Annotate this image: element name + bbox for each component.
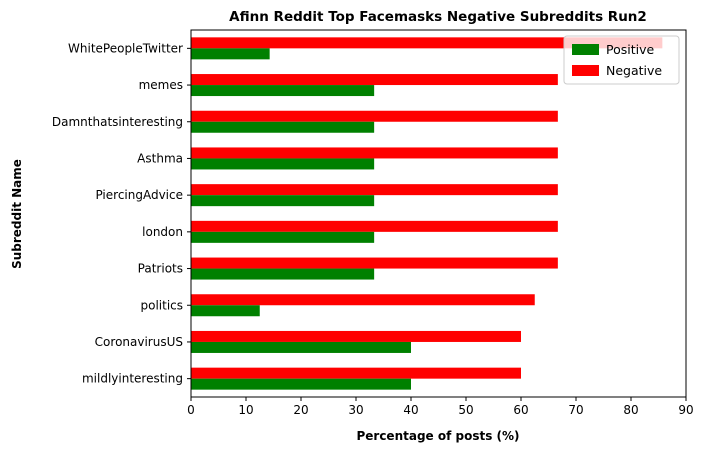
legend-label-negative: Negative (606, 63, 662, 78)
x-tick-label: 0 (187, 403, 195, 417)
bar-positive-Damnthatsinteresting (191, 121, 375, 133)
y-tick-label: politics (140, 298, 183, 312)
bar-negative-london (191, 220, 558, 232)
x-tick-label: 70 (568, 403, 583, 417)
y-tick-label: Patriots (138, 262, 183, 276)
bar-positive-CoronavirusUS (191, 341, 411, 353)
bar-positive-PiercingAdvice (191, 195, 375, 207)
x-axis-label: Percentage of posts (%) (356, 429, 519, 443)
y-tick-label: PiercingAdvice (95, 188, 183, 202)
x-tick-label: 10 (238, 403, 253, 417)
y-tick-label: WhitePeopleTwitter (68, 41, 183, 55)
y-tick-label: memes (139, 78, 183, 92)
bar-negative-Asthma (191, 147, 558, 159)
legend-swatch-positive (572, 44, 599, 55)
y-tick-label: mildlyinteresting (82, 372, 183, 386)
x-tick-label: 20 (293, 403, 308, 417)
bar-negative-memes (191, 74, 558, 86)
y-tick-label: Damnthatsinteresting (52, 115, 183, 129)
bar-negative-CoronavirusUS (191, 330, 521, 342)
bar-positive-politics (191, 305, 260, 317)
bar-negative-WhitePeopleTwitter (191, 37, 663, 49)
plot-area (190, 29, 687, 398)
plot-frame (190, 29, 687, 398)
bar-positive-mildlyinteresting (191, 378, 411, 390)
y-tick-label: london (142, 225, 183, 239)
bar-positive-Patriots (191, 268, 375, 280)
bar-positive-WhitePeopleTwitter (191, 48, 270, 60)
bar-negative-PiercingAdvice (191, 184, 558, 196)
y-axis-label: Subreddit Name (10, 159, 24, 269)
chart-title: Afinn Reddit Top Facemasks Negative Subr… (229, 9, 647, 25)
bar-negative-Patriots (191, 257, 558, 269)
y-tick-label: CoronavirusUS (95, 335, 183, 349)
x-tick-label: 60 (513, 403, 528, 417)
legend-label-positive: Positive (606, 42, 654, 57)
x-tick-label: 80 (623, 403, 638, 417)
bar-positive-memes (191, 85, 375, 97)
bar-positive-Asthma (191, 158, 375, 170)
x-axis: 0 10 20 30 40 50 60 70 80 90 (187, 397, 694, 417)
y-axis: WhitePeopleTwitter memes Damnthatsinterest… (52, 41, 191, 386)
x-tick-label: 30 (348, 403, 363, 417)
y-tick-label: Asthma (137, 151, 183, 165)
legend-swatch-negative (572, 65, 599, 76)
bar-negative-mildlyinteresting (191, 367, 521, 379)
x-tick-label: 90 (678, 403, 693, 417)
x-tick-label: 40 (403, 403, 418, 417)
bar-negative-politics (191, 294, 535, 306)
bar-negative-Damnthatsinteresting (191, 110, 558, 122)
legend: Positive Negative (563, 35, 680, 85)
bar-positive-london (191, 231, 375, 243)
x-tick-label: 50 (458, 403, 473, 417)
